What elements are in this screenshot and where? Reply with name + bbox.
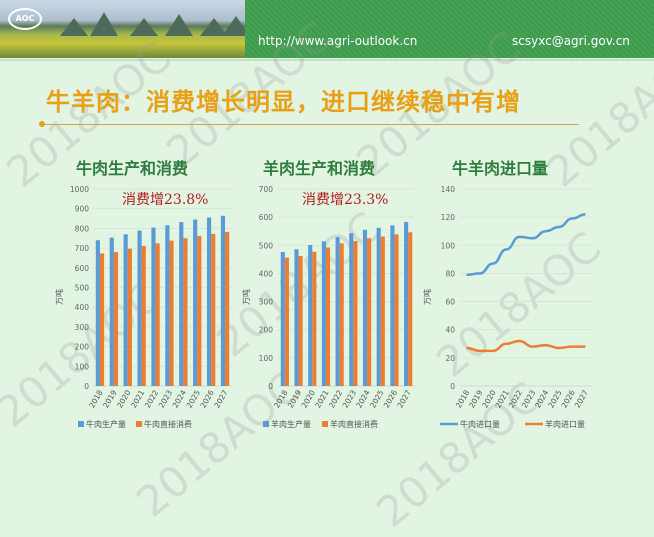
y-tick-label: 500 [259, 241, 274, 250]
website-url[interactable]: http://www.agri-outlook.cn [258, 34, 418, 48]
legend-label: 牛肉生产量 [86, 419, 126, 429]
y-tick-label: 0 [450, 382, 455, 391]
y-axis-label: 万吨 [241, 289, 251, 305]
bar-production [137, 230, 142, 386]
header-divider [0, 59, 654, 61]
bar-production [335, 237, 340, 386]
bar-consumption [353, 241, 358, 386]
legend-swatch [78, 421, 84, 427]
y-tick-label: 400 [75, 303, 90, 312]
x-tick-label: 2027 [212, 388, 229, 409]
bar-consumption [312, 251, 317, 386]
legend-swatch [322, 421, 328, 427]
chart-title-imports: 牛羊肉进口量 [452, 159, 549, 178]
bar-production [280, 252, 285, 386]
bar-consumption [169, 240, 174, 386]
bar-production [220, 215, 226, 386]
y-tick-label: 500 [75, 284, 90, 293]
bar-production [95, 240, 100, 386]
bar-production [193, 219, 198, 386]
y-axis-label: 万吨 [422, 289, 432, 305]
y-tick-label: 700 [75, 244, 90, 253]
bar-consumption [113, 252, 119, 386]
bar-consumption [284, 257, 289, 386]
bar-consumption [127, 248, 132, 386]
y-tick-label: 200 [259, 326, 274, 335]
charts-canvas: 01002003004005006007008009001000万吨201820… [54, 185, 592, 429]
y-tick-label: 900 [75, 205, 90, 214]
bar-consumption [367, 238, 372, 386]
bar-production [362, 229, 368, 386]
y-tick-label: 100 [75, 362, 90, 371]
bar-consumption [141, 245, 146, 386]
landscape-banner: AOC [0, 0, 245, 58]
bar-consumption [183, 238, 188, 386]
title-rule [42, 124, 579, 125]
bar-consumption [298, 255, 303, 386]
beef-consumption-note: 消费增23.8% [122, 192, 209, 208]
chart-title-beef: 牛肉生产和消费 [76, 159, 189, 178]
y-tick-label: 0 [84, 382, 89, 391]
bar-consumption [155, 243, 160, 386]
y-tick-label: 300 [75, 323, 90, 332]
legend-label: 羊肉进口量 [545, 419, 585, 429]
chart-title-mutton: 羊肉生产和消费 [263, 159, 376, 178]
bar-production [179, 222, 184, 386]
y-tick-label: 20 [445, 354, 455, 363]
bar-consumption [339, 243, 344, 386]
y-tick-label: 200 [75, 343, 90, 352]
bar-consumption [380, 236, 385, 386]
aoc-logo: AOC [8, 8, 42, 30]
bar-production [123, 234, 128, 386]
y-tick-label: 400 [259, 269, 274, 278]
bar-production [206, 217, 212, 386]
y-tick-label: 600 [259, 213, 274, 222]
y-tick-label: 40 [445, 326, 455, 335]
bar-production [390, 225, 395, 386]
line-beef-imports [466, 213, 586, 277]
bar-consumption [211, 233, 216, 386]
bar-consumption [394, 234, 399, 386]
legend-label: 羊肉生产量 [271, 419, 311, 429]
y-tick-label: 300 [259, 298, 274, 307]
contact-email[interactable]: scsyxc@agri.gov.cn [512, 34, 630, 48]
bar-production [321, 241, 326, 386]
y-axis-label: 万吨 [54, 289, 64, 305]
y-tick-label: 1000 [70, 185, 89, 194]
legend-label: 牛肉进口量 [460, 419, 500, 429]
legend-label: 牛肉直接消费 [144, 419, 192, 429]
bar-consumption [99, 253, 105, 386]
legend-label: 羊肉直接消费 [330, 419, 378, 429]
bar-production [376, 227, 381, 386]
y-tick-label: 100 [259, 354, 274, 363]
bar-production [349, 233, 354, 386]
bar-consumption [197, 235, 202, 386]
y-tick-label: 800 [75, 224, 90, 233]
bar-production [165, 225, 170, 386]
bar-consumption [408, 232, 413, 386]
bar-consumption [225, 231, 230, 386]
bar-consumption [325, 247, 331, 386]
x-tick-label: 2027 [573, 388, 590, 409]
bar-production [308, 245, 313, 386]
legend-swatch [136, 421, 142, 427]
x-tick-label: 2027 [396, 388, 413, 409]
y-tick-label: 60 [445, 298, 455, 307]
slide-title: 牛羊肉：消费增长明显，进口继续稳中有增 [46, 88, 521, 116]
y-tick-label: 600 [75, 264, 90, 273]
y-tick-label: 0 [268, 382, 273, 391]
mutton-consumption-note: 消费增23.3% [302, 192, 389, 208]
y-tick-label: 140 [441, 185, 456, 194]
line-mutton-imports [466, 339, 586, 353]
y-tick-label: 700 [259, 185, 274, 194]
y-tick-label: 120 [441, 213, 456, 222]
bar-production [151, 227, 156, 386]
y-tick-label: 80 [445, 269, 455, 278]
bar-production [109, 237, 114, 386]
legend-swatch [263, 421, 269, 427]
header-bar: AOC http://www.agri-outlook.cn scsyxc@ag… [0, 0, 654, 58]
bar-production [294, 249, 299, 386]
bar-production [404, 221, 409, 386]
y-tick-label: 100 [441, 241, 456, 250]
